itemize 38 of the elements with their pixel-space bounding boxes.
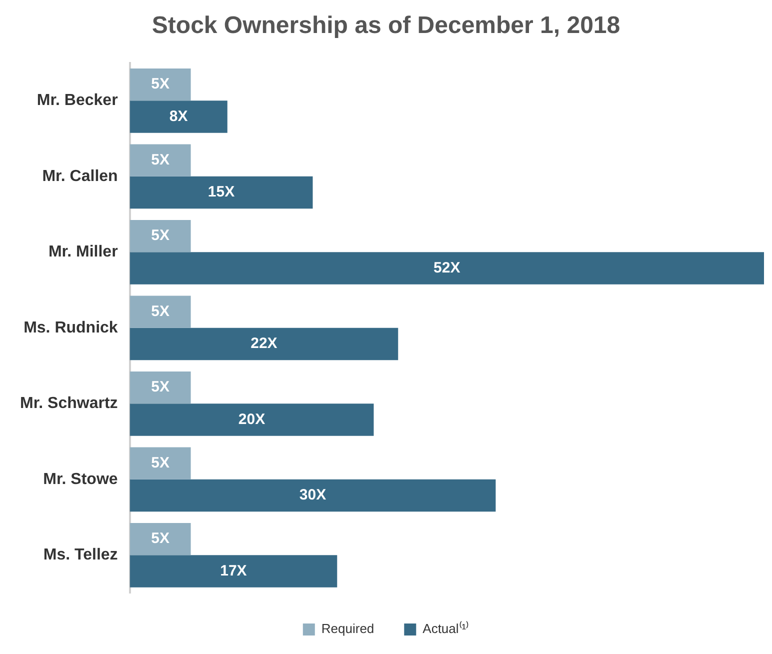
y-tick-label: Mr. Callen	[42, 168, 118, 185]
bar	[130, 144, 191, 176]
data-label: 30X	[299, 486, 326, 504]
bar	[130, 220, 191, 252]
data-label: 52X	[434, 259, 460, 276]
legend-label: Actual⁽¹⁾	[422, 621, 470, 636]
data-label: 5X	[151, 151, 170, 168]
bar	[130, 371, 191, 404]
data-label: 5X	[151, 454, 170, 472]
data-label: 5X	[151, 530, 170, 548]
data-label: 5X	[151, 302, 170, 320]
data-label: 17X	[220, 562, 247, 580]
data-label: 22X	[250, 335, 278, 352]
legend-label: Required	[321, 621, 374, 636]
chart-title: Stock Ownership as of December 1, 2018	[152, 12, 620, 40]
bar	[130, 100, 228, 133]
bar	[130, 328, 398, 360]
bar	[130, 176, 313, 209]
y-tick-label: Mr. Schwartz	[20, 395, 118, 412]
data-label: 15X	[208, 184, 235, 201]
bar	[130, 522, 191, 556]
data-label: 20X	[238, 410, 266, 428]
bar	[130, 555, 338, 588]
y-tick-label: Ms. Tellez	[43, 546, 118, 564]
bar	[130, 296, 191, 328]
bar	[130, 68, 191, 101]
y-tick-label: Mr. Stowe	[43, 470, 118, 488]
bar	[130, 252, 764, 284]
bar	[130, 404, 374, 436]
data-label: 5X	[151, 76, 170, 93]
data-label: 8X	[169, 108, 188, 125]
y-tick-label: Ms. Rudnick	[24, 319, 118, 336]
data-label: 5X	[151, 378, 170, 396]
bar	[130, 479, 496, 512]
bar	[130, 447, 191, 480]
data-label: 5X	[151, 227, 170, 244]
y-tick-label: Mr. Miller	[48, 244, 118, 261]
y-tick-label: Mr. Becker	[36, 92, 118, 110]
